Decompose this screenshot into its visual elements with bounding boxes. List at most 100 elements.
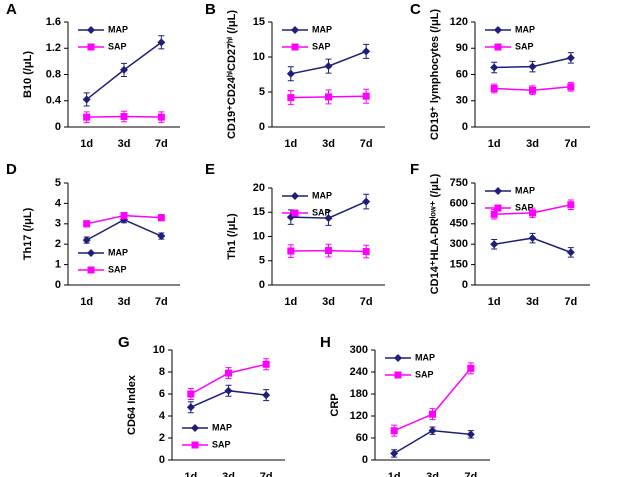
marker [83,220,91,228]
marker [157,113,165,121]
x-tick-label: 3d [526,138,539,150]
y-tick-label: 5 [55,177,61,189]
legend-label: MAP [515,24,535,34]
marker [362,92,370,100]
marker [287,94,295,102]
y-axis-label: CD14⁺HLA-DRˡᵒʷ⁺ (/μL) [429,173,441,294]
y-tick-label: 15 [253,16,265,28]
y-axis-label: Th17 (/μL) [22,207,34,260]
marker [490,210,498,218]
marker [324,62,333,71]
y-tick-label: 2 [159,432,165,444]
x-tick-label: 1d [184,471,197,477]
marker [186,403,195,412]
marker [490,85,498,92]
marker [291,26,299,34]
marker [286,69,295,78]
marker [287,247,295,255]
y-tick-label: 600 [450,197,468,209]
panel-label: D [6,161,17,178]
marker [494,187,502,195]
y-tick-label: 6 [159,388,165,400]
marker [225,369,232,377]
marker [529,86,536,94]
y-tick-label: 450 [450,218,468,230]
marker [187,390,195,398]
marker [291,43,299,51]
y-tick-label: 0 [55,121,61,133]
legend-label: MAP [415,352,435,362]
marker [494,43,502,51]
y-tick-label: 15 [253,206,265,218]
marker [191,424,199,432]
legend-label: MAP [515,185,535,195]
panel-label: B [205,1,216,18]
marker [87,249,95,257]
x-tick-label: 1d [388,471,401,477]
x-tick-label: 3d [118,296,131,308]
marker [490,240,499,249]
marker [390,427,398,435]
y-tick-label: 0.4 [46,95,62,107]
legend-label: MAP [312,190,332,200]
panel-label: A [6,1,17,18]
x-tick-label: 7d [464,471,477,477]
y-tick-label: 300 [350,344,368,356]
y-tick-label: 3 [55,218,61,230]
panel-label: H [320,334,331,351]
marker [82,236,91,245]
y-tick-label: 750 [450,177,468,189]
marker [224,386,233,395]
marker [566,53,575,62]
y-tick-label: 180 [350,388,368,400]
marker [87,43,95,51]
x-tick-label: 1d [80,138,93,150]
marker [467,364,475,372]
marker [191,441,199,449]
y-tick-label: 60 [356,432,368,444]
legend-label: SAP [415,369,434,379]
y-axis-label: CD64 Index [126,374,138,435]
y-tick-label: 0 [462,121,468,133]
y-tick-label: 0.8 [46,68,61,80]
x-tick-label: 3d [322,138,335,150]
x-tick-label: 3d [222,471,235,477]
y-tick-label: 240 [350,366,368,378]
marker [325,247,332,255]
y-axis-label: CRP [329,393,341,416]
x-tick-label: 1d [488,296,501,308]
legend-label: MAP [108,24,128,34]
y-axis-label: Th1 (/μL) [226,213,238,260]
legend-label: SAP [515,41,534,51]
marker [528,62,537,71]
y-tick-label: 120 [450,16,468,28]
legend-label: MAP [212,422,232,432]
marker [394,371,402,379]
marker [529,209,536,217]
x-tick-label: 1d [488,138,501,150]
y-tick-label: 4 [55,197,62,209]
y-tick-label: 1.6 [46,16,61,28]
y-tick-label: 0 [55,279,61,291]
x-tick-label: 3d [426,471,439,477]
marker [567,83,575,91]
marker [120,113,128,120]
marker [566,248,575,257]
x-tick-label: 3d [118,138,131,150]
panel-label: G [118,334,130,351]
marker [394,354,402,362]
y-tick-label: 4 [159,410,166,422]
marker [157,232,166,241]
y-tick-label: 20 [253,182,265,194]
y-tick-label: 10 [253,51,265,63]
marker [362,197,371,206]
legend-label: SAP [312,41,331,51]
marker [390,449,399,458]
legend-label: SAP [108,41,127,51]
marker [291,192,299,200]
legend-label: MAP [312,24,332,34]
marker [262,360,270,368]
legend-label: SAP [212,439,231,449]
x-tick-label: 7d [564,138,577,150]
